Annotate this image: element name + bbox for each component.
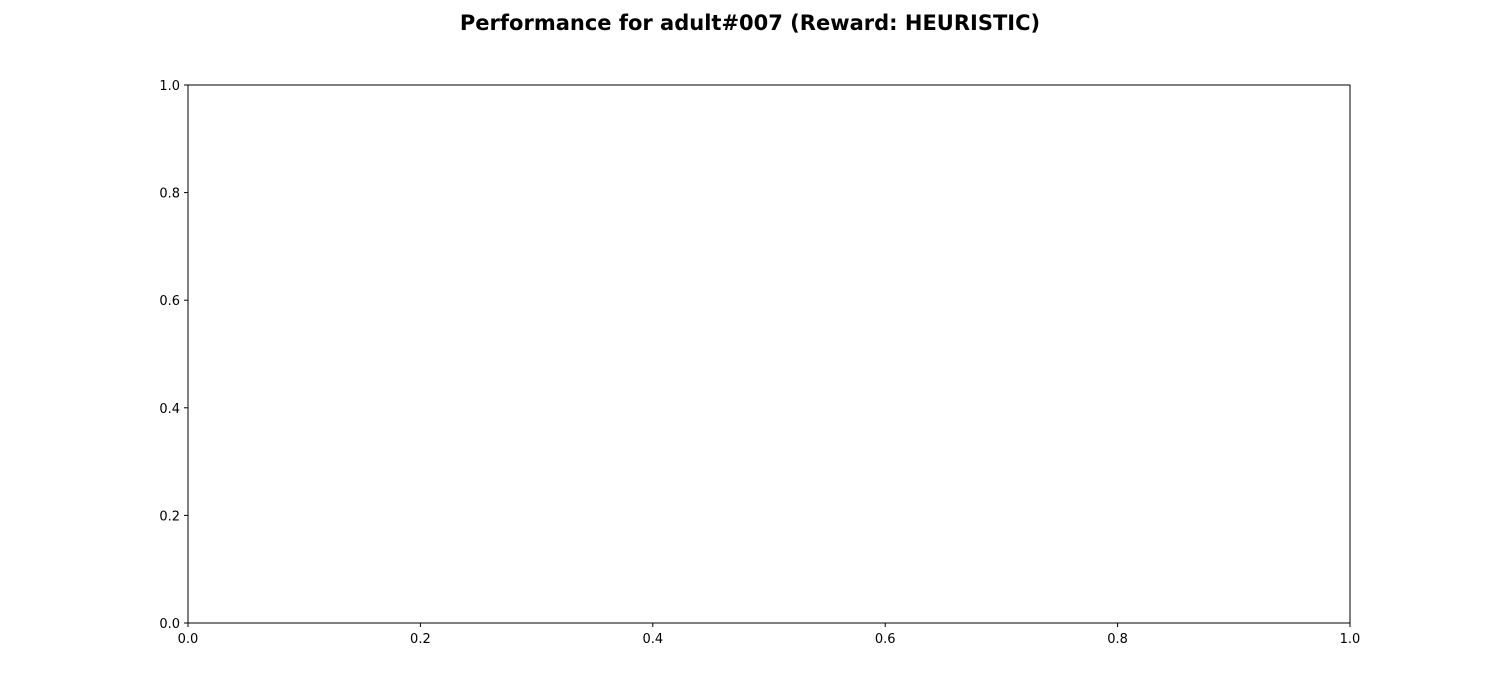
- plot-area-frame: [187, 84, 1351, 624]
- x-axis: 0.0 0.2 0.4 0.6 0.8 1.0: [178, 623, 1361, 647]
- y-tick-label: 0.4: [159, 402, 180, 417]
- y-tick-label: 0.8: [159, 187, 180, 202]
- x-tick-label: 0.0: [178, 632, 199, 647]
- x-tick-label: 0.2: [410, 632, 431, 647]
- x-tick-label: 1.0: [1340, 632, 1361, 647]
- y-tick-label: 1.0: [159, 79, 180, 94]
- y-axis: 0.0 0.2 0.4 0.6 0.8 1.0: [159, 79, 188, 632]
- y-tick-label: 0.0: [159, 617, 180, 632]
- y-tick-label: 0.6: [159, 294, 180, 309]
- x-tick-label: 0.4: [642, 632, 663, 647]
- y-tick-label: 0.2: [159, 509, 180, 524]
- x-tick-label: 0.8: [1107, 632, 1128, 647]
- chart-title: Performance for adult#007 (Reward: HEURI…: [460, 11, 1040, 35]
- x-tick-label: 0.6: [875, 632, 896, 647]
